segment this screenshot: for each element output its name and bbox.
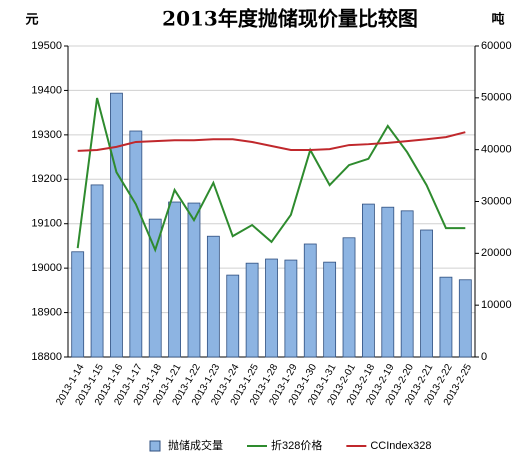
bar: [381, 206, 395, 358]
bar: [284, 259, 298, 358]
bar: [206, 235, 220, 358]
bar: [323, 261, 337, 358]
bar: [90, 184, 104, 358]
y-tick-label: 19000: [31, 262, 62, 274]
y2-tick-label: 60000: [481, 40, 512, 52]
y-tick-label: 19500: [31, 40, 62, 52]
bar: [245, 262, 259, 358]
y-tick-label: 19100: [31, 218, 62, 230]
bar: [420, 229, 433, 358]
y-tick-label: 19200: [31, 173, 62, 185]
legend-label: CCIndex328: [370, 440, 431, 452]
chart-title: 2013年度抛储现价量比较图: [162, 7, 418, 31]
bar: [168, 201, 181, 358]
bar: [400, 210, 414, 358]
y2-tick-label: 10000: [481, 299, 512, 311]
y2-axis-label: 吨: [491, 11, 504, 26]
y-tick-label: 19300: [31, 129, 62, 141]
bar: [129, 130, 143, 358]
bar: [226, 274, 240, 358]
legend-swatch: [149, 440, 161, 452]
y-axis-label: 元: [25, 11, 38, 26]
bar: [265, 258, 278, 358]
y2-tick-label: 30000: [481, 195, 512, 207]
bar: [458, 279, 472, 358]
legend-label: 折328价格: [271, 438, 322, 452]
y2-tick-label: 50000: [481, 92, 512, 104]
bar: [362, 203, 375, 358]
y-tick-label: 18800: [31, 351, 62, 363]
line: [77, 131, 466, 152]
y2-tick-label: 20000: [481, 247, 512, 259]
y2-tick-label: 0: [481, 351, 487, 363]
y-tick-label: 18900: [31, 306, 62, 318]
bar: [187, 202, 201, 358]
line: [76, 97, 466, 253]
bar: [342, 237, 356, 358]
bar: [303, 243, 317, 358]
bar: [110, 92, 123, 358]
bar: [439, 276, 453, 358]
legend-label: 抛储成交量: [168, 438, 223, 452]
bar: [148, 218, 162, 358]
y-tick-label: 19400: [31, 84, 62, 96]
bar: [71, 251, 85, 358]
y2-tick-label: 40000: [481, 144, 512, 156]
